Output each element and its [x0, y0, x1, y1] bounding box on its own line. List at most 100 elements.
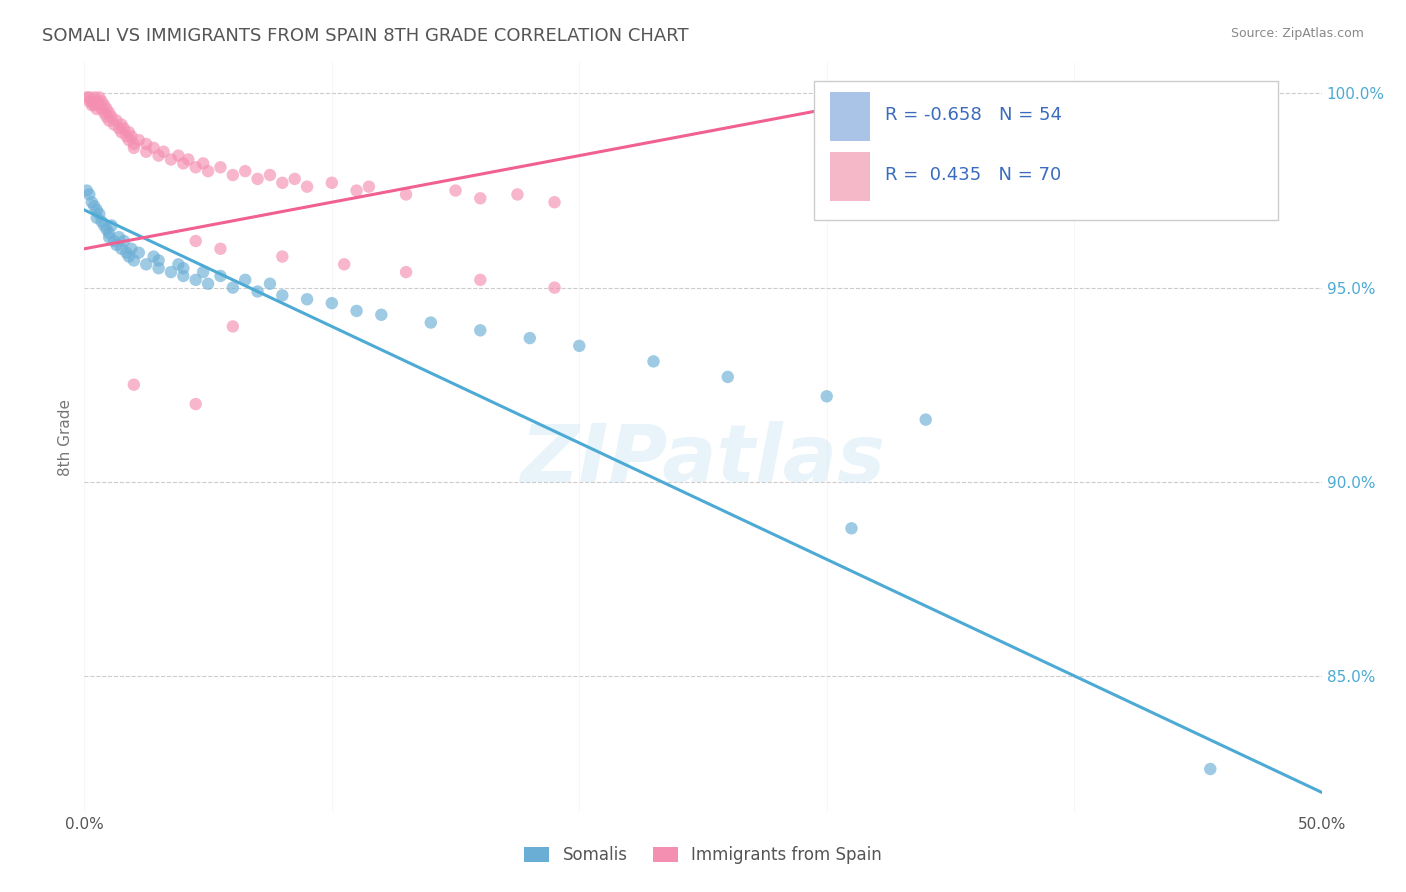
Point: [86, 202, 108, 217]
Point: [98, 113, 121, 128]
Point: [543, 280, 565, 294]
Point: [76, 184, 98, 198]
Point: [108, 230, 131, 244]
Point: [122, 141, 145, 155]
Point: [172, 268, 194, 283]
Point: [105, 113, 128, 128]
Point: [86, 211, 108, 225]
Point: [222, 168, 245, 182]
Point: [115, 129, 138, 144]
Point: [148, 261, 170, 276]
Point: [184, 234, 207, 248]
Point: [841, 521, 863, 535]
FancyBboxPatch shape: [831, 153, 870, 201]
Point: [80, 95, 103, 109]
Point: [100, 219, 122, 233]
Point: [89, 98, 111, 112]
Point: [89, 90, 111, 104]
Point: [321, 296, 343, 310]
Text: R = -0.658   N = 54: R = -0.658 N = 54: [884, 106, 1062, 124]
Point: [346, 304, 368, 318]
Point: [135, 136, 157, 151]
Point: [103, 234, 125, 248]
Point: [118, 125, 141, 139]
Point: [233, 164, 256, 178]
Point: [259, 168, 281, 182]
Point: [167, 257, 190, 271]
Point: [86, 102, 108, 116]
Point: [197, 164, 219, 178]
Point: [110, 242, 132, 256]
Point: [519, 331, 541, 345]
Point: [122, 253, 145, 268]
Point: [184, 161, 207, 175]
Point: [233, 273, 256, 287]
Point: [110, 118, 132, 132]
Point: [128, 133, 150, 147]
Point: [184, 397, 207, 411]
Point: [142, 250, 165, 264]
Point: [167, 148, 190, 162]
Point: [93, 106, 115, 120]
Point: [271, 250, 294, 264]
Point: [914, 412, 936, 426]
Point: [83, 90, 105, 104]
Point: [118, 250, 141, 264]
Point: [105, 238, 128, 252]
Point: [395, 265, 418, 279]
Point: [643, 354, 665, 368]
Point: [177, 153, 200, 167]
Point: [93, 98, 115, 112]
Point: [209, 242, 232, 256]
Y-axis label: 8th Grade: 8th Grade: [58, 399, 73, 475]
Legend: Somalis, Immigrants from Spain: Somalis, Immigrants from Spain: [517, 839, 889, 871]
Point: [172, 156, 194, 170]
Point: [135, 257, 157, 271]
Point: [222, 319, 245, 334]
Point: [128, 245, 150, 260]
Point: [470, 323, 492, 337]
Point: [259, 277, 281, 291]
Point: [108, 121, 131, 136]
Point: [80, 98, 103, 112]
Point: [93, 219, 115, 233]
Point: [357, 179, 380, 194]
Text: ZIPatlas: ZIPatlas: [520, 420, 886, 499]
Text: SOMALI VS IMMIGRANTS FROM SPAIN 8TH GRADE CORRELATION CHART: SOMALI VS IMMIGRANTS FROM SPAIN 8TH GRAD…: [42, 27, 689, 45]
Point: [90, 95, 112, 109]
Point: [470, 273, 492, 287]
Point: [172, 261, 194, 276]
Point: [98, 106, 121, 120]
Point: [112, 234, 135, 248]
Point: [191, 265, 214, 279]
Point: [86, 95, 108, 109]
Point: [209, 161, 232, 175]
Point: [100, 110, 122, 124]
Point: [295, 179, 318, 194]
Point: [295, 292, 318, 306]
Point: [568, 339, 591, 353]
Point: [83, 199, 105, 213]
Point: [321, 176, 343, 190]
Point: [543, 195, 565, 210]
Point: [90, 102, 112, 116]
Point: [209, 268, 232, 283]
Point: [346, 184, 368, 198]
Point: [96, 102, 118, 116]
Point: [815, 389, 838, 403]
Point: [118, 133, 141, 147]
Point: [271, 176, 294, 190]
Point: [152, 145, 174, 159]
Point: [717, 370, 740, 384]
Point: [444, 184, 467, 198]
Point: [148, 253, 170, 268]
Point: [89, 207, 111, 221]
Point: [98, 230, 121, 244]
Point: [395, 187, 418, 202]
Point: [76, 90, 98, 104]
Point: [120, 129, 142, 144]
Point: [120, 242, 142, 256]
Point: [79, 95, 101, 109]
Point: [370, 308, 392, 322]
Point: [122, 377, 145, 392]
